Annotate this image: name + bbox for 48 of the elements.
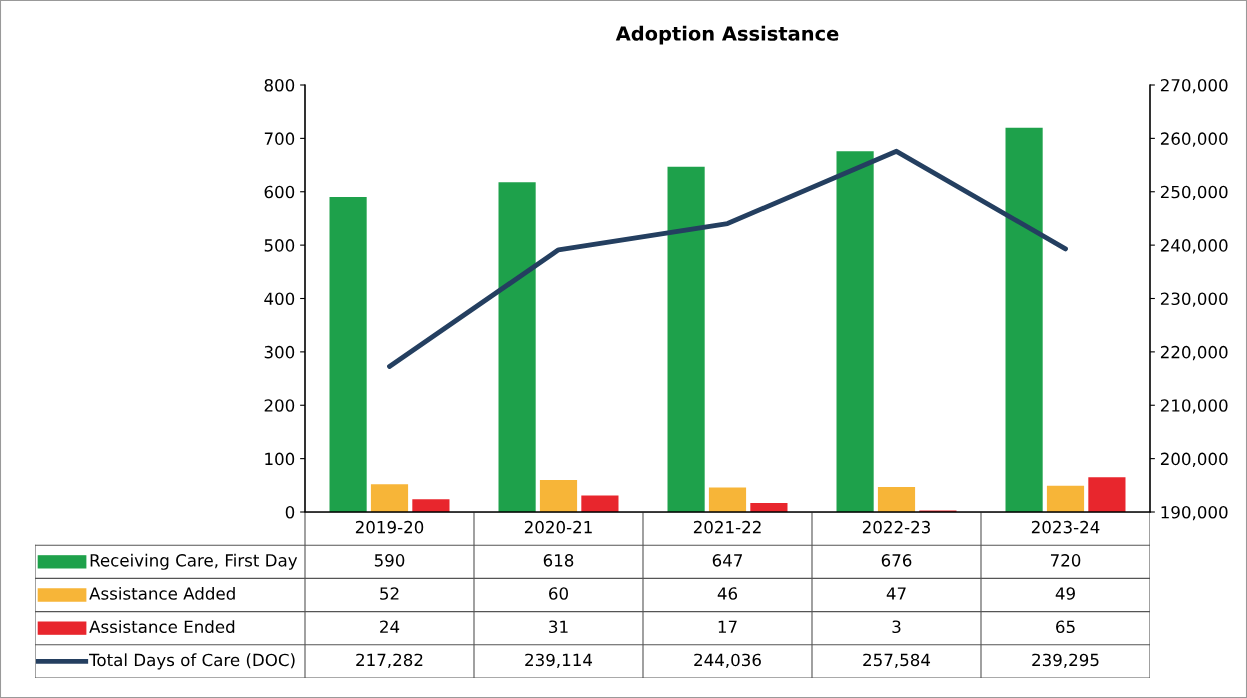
y2-tick-label: 220,000 bbox=[1160, 345, 1228, 361]
y-tick-label: 300 bbox=[264, 345, 295, 359]
y2-tick-label: 230,000 bbox=[1160, 292, 1228, 307]
y2-tick-label: 190,000 bbox=[1161, 505, 1228, 521]
y2-tick-label: 210,000 bbox=[1160, 399, 1228, 414]
legend-label: Receiving Care, First Day bbox=[90, 553, 298, 570]
data-label: 17 bbox=[718, 620, 737, 633]
y2-tick-label: 200,000 bbox=[1160, 452, 1228, 467]
data-label: 31 bbox=[549, 620, 568, 634]
data-label: 257,584 bbox=[863, 653, 931, 668]
y-tick-label: 0 bbox=[285, 505, 295, 519]
data-label: 3 bbox=[892, 620, 901, 634]
legend-label: Total Days of Care (DOC) bbox=[89, 653, 295, 670]
data-label: 244,036 bbox=[694, 653, 761, 668]
y-tick-label: 400 bbox=[264, 292, 295, 306]
legend-label: Assistance Ended bbox=[89, 620, 235, 634]
data-label: 49 bbox=[1055, 587, 1075, 600]
y-tick-label: 600 bbox=[264, 185, 295, 199]
data-label: 46 bbox=[717, 587, 738, 600]
data-label: 65 bbox=[1056, 620, 1075, 634]
x-tick-label: 2019-20 bbox=[355, 520, 424, 534]
data-label: 618 bbox=[543, 554, 574, 567]
data-label: 24 bbox=[380, 620, 400, 633]
data-label: 239,114 bbox=[525, 653, 593, 668]
y2-tick-label: 270,000 bbox=[1160, 78, 1228, 94]
data-label: 60 bbox=[549, 587, 568, 600]
data-label: 647 bbox=[712, 554, 742, 567]
data-label: 720 bbox=[1050, 554, 1081, 567]
y-tick-label: 500 bbox=[264, 239, 295, 252]
y-tick-label: 700 bbox=[264, 132, 295, 145]
chart-title: Adoption Assistance bbox=[615, 25, 839, 45]
data-label: 590 bbox=[374, 554, 405, 567]
y-tick-label: 800 bbox=[264, 78, 295, 92]
y-tick-label: 100 bbox=[265, 452, 295, 466]
data-label: 676 bbox=[881, 554, 912, 567]
y2-tick-label: 250,000 bbox=[1160, 185, 1228, 201]
x-tick-label: 2021-22 bbox=[693, 520, 761, 534]
x-tick-label: 2022-23 bbox=[862, 520, 930, 534]
x-tick-label: 2023-24 bbox=[1031, 520, 1100, 534]
data-label: 47 bbox=[886, 587, 906, 600]
data-label: 239,295 bbox=[1032, 653, 1099, 668]
y-tick-label: 200 bbox=[264, 399, 295, 412]
y2-tick-label: 260,000 bbox=[1160, 132, 1228, 147]
y2-tick-label: 240,000 bbox=[1160, 239, 1228, 254]
data-label: 217,282 bbox=[356, 653, 423, 668]
legend-label: Assistance Added bbox=[89, 586, 235, 600]
x-tick-label: 2020-21 bbox=[524, 520, 592, 534]
data-label: 52 bbox=[380, 587, 399, 600]
